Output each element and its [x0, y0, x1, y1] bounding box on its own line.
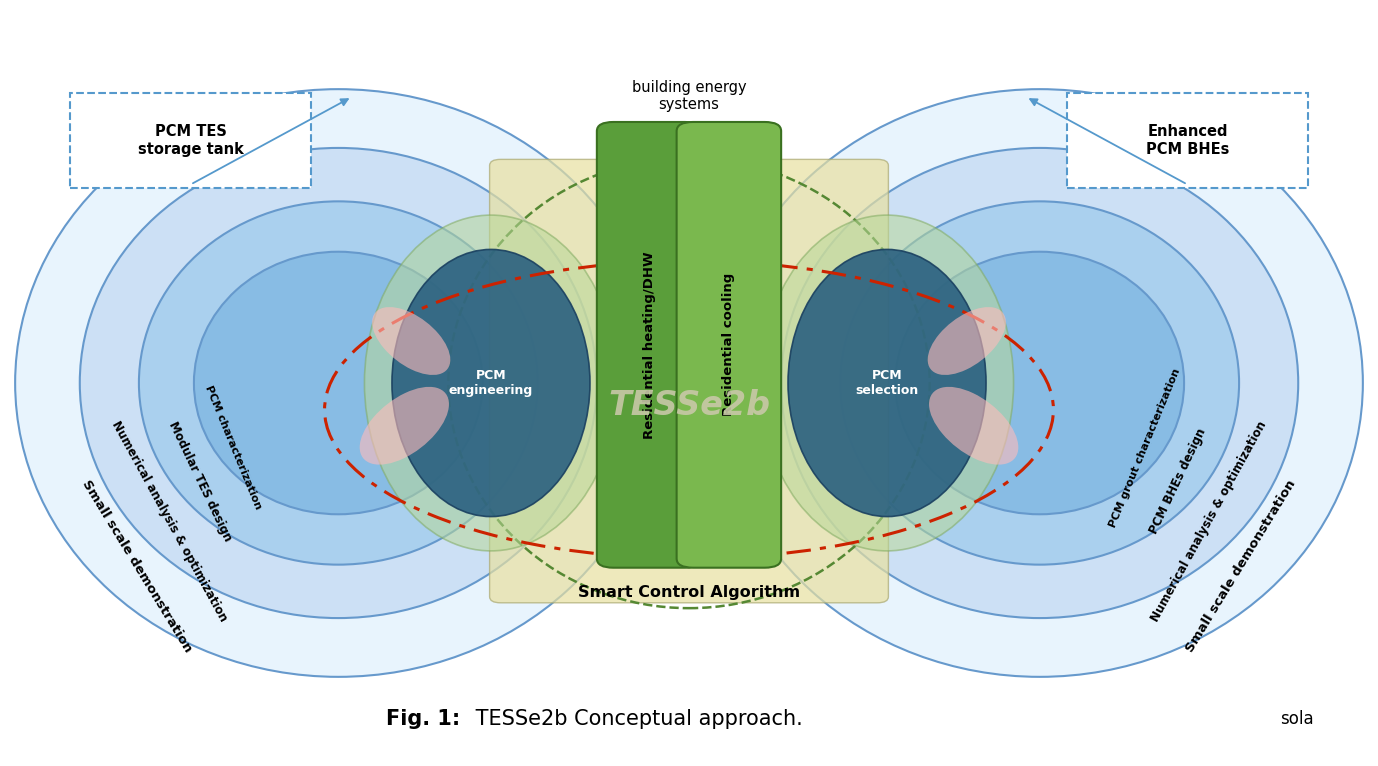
Text: Smart Control Algorithm: Smart Control Algorithm — [577, 585, 801, 601]
Ellipse shape — [364, 215, 617, 551]
Text: PCM
selection: PCM selection — [856, 369, 919, 397]
FancyBboxPatch shape — [677, 122, 781, 568]
Ellipse shape — [929, 387, 1018, 465]
Ellipse shape — [927, 307, 1006, 375]
Text: Small scale demonstration: Small scale demonstration — [80, 477, 194, 654]
Text: building energy
systems: building energy systems — [631, 80, 747, 112]
Ellipse shape — [788, 250, 987, 516]
Ellipse shape — [717, 89, 1363, 677]
Ellipse shape — [761, 215, 1014, 551]
FancyBboxPatch shape — [489, 159, 889, 603]
Ellipse shape — [15, 89, 661, 677]
Ellipse shape — [80, 148, 597, 618]
Text: sola: sola — [1280, 710, 1315, 728]
Ellipse shape — [360, 387, 449, 465]
Ellipse shape — [781, 148, 1298, 618]
Text: PCM TES
storage tank: PCM TES storage tank — [138, 125, 244, 157]
Ellipse shape — [896, 252, 1184, 514]
Text: Fig. 1:: Fig. 1: — [386, 709, 460, 728]
FancyBboxPatch shape — [70, 93, 311, 188]
Text: PCM grout characterization: PCM grout characterization — [1108, 367, 1182, 529]
Ellipse shape — [391, 250, 590, 516]
Ellipse shape — [194, 252, 482, 514]
Ellipse shape — [841, 201, 1239, 565]
Text: Numerical analysis & optimization: Numerical analysis & optimization — [1148, 419, 1269, 624]
Text: PCM
engineering: PCM engineering — [449, 369, 533, 397]
Text: TESSe2b: TESSe2b — [608, 389, 770, 422]
FancyBboxPatch shape — [1067, 93, 1308, 188]
Ellipse shape — [372, 307, 451, 375]
Text: PCM characterization: PCM characterization — [203, 384, 263, 511]
Text: Residential cooling: Residential cooling — [722, 273, 736, 417]
Text: Small scale demonstration: Small scale demonstration — [1184, 477, 1298, 654]
Ellipse shape — [139, 201, 537, 565]
Text: Enhanced
PCM BHEs: Enhanced PCM BHEs — [1146, 125, 1229, 157]
Text: Modular TES design: Modular TES design — [165, 419, 234, 543]
Text: TESSe2b Conceptual approach.: TESSe2b Conceptual approach. — [469, 709, 803, 728]
Text: Residential heating/DHW: Residential heating/DHW — [642, 251, 656, 439]
FancyBboxPatch shape — [597, 122, 701, 568]
Text: PCM BHEs design: PCM BHEs design — [1148, 427, 1209, 536]
Text: Numerical analysis & optimization: Numerical analysis & optimization — [109, 419, 230, 624]
